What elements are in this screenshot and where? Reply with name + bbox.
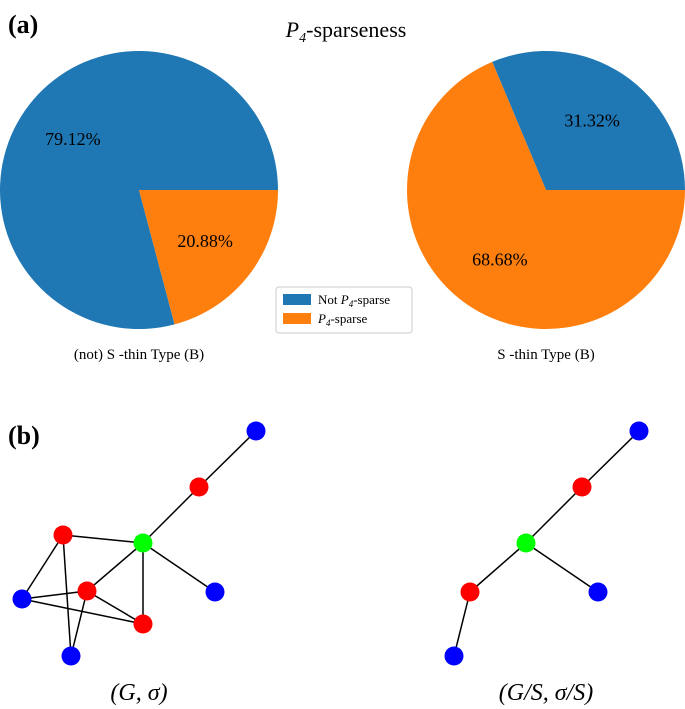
legend-sub: 4 (326, 318, 331, 328)
graph-node-red (189, 477, 209, 497)
graph-edge (469, 542, 527, 593)
panel-b-tag: (b) (8, 421, 40, 450)
graph-node-red (460, 582, 480, 602)
legend-swatch-sparse (283, 313, 311, 324)
graph-node-red (77, 581, 97, 601)
legend-p: P (340, 292, 349, 307)
graph-edge (21, 534, 64, 600)
graph-left (12, 421, 266, 666)
graph-node-green (133, 533, 153, 553)
pie-slice-not-sparse (492, 51, 685, 191)
legend-label-not-sparse: Not P4-sparse (318, 292, 390, 309)
graph-edge (86, 542, 144, 592)
title-suffix: -sparseness (306, 17, 406, 42)
graph-node-blue (444, 646, 464, 666)
pie-chart-right: 31.32% 68.68% (407, 51, 685, 330)
pie-slice-sparse (407, 61, 685, 330)
panel-a-title: P4-sparseness (285, 17, 407, 46)
graph-edge (525, 542, 599, 593)
graph-node-blue (588, 582, 608, 602)
graph-node-red (133, 614, 153, 634)
legend-swatch-not-sparse (283, 294, 311, 305)
pie-right-xlabel: S -thin Type (B) (497, 347, 594, 363)
legend-p: P (317, 311, 326, 326)
graph-edge (21, 590, 88, 600)
legend-label-sparse: P4-sparse (317, 311, 367, 328)
graph-node-green (516, 533, 536, 553)
graph-node-blue (12, 589, 32, 609)
graph-node-blue (61, 646, 81, 666)
graph-edge (62, 534, 72, 657)
graph-node-red (572, 477, 592, 497)
graph-edge (453, 591, 471, 657)
graph-node-red (53, 525, 73, 545)
legend-suffix: -sparse (353, 292, 390, 307)
pie-slice-label: 79.12% (45, 129, 101, 149)
pie-chart-left: 79.12% 20.88% (0, 51, 278, 329)
pie-slice-label: 68.68% (472, 249, 528, 269)
graph-edge (198, 430, 257, 488)
pie-slice-label: 20.88% (177, 231, 233, 251)
graph-right (444, 421, 649, 666)
graph-right-caption: (G/S, σ/S) (499, 680, 594, 706)
legend-suffix: -sparse (330, 311, 367, 326)
graph-edge (86, 590, 144, 625)
graph-node-blue (205, 582, 225, 602)
graph-edge (142, 486, 200, 544)
legend-not-prefix: Not (318, 292, 341, 307)
title-sub: 4 (299, 31, 306, 46)
graph-edge (62, 534, 144, 544)
pie-slice-not-sparse (0, 51, 278, 329)
pie-slice-sparse (139, 190, 278, 325)
title-p: P (285, 17, 299, 42)
pie-slice-label: 31.32% (564, 111, 620, 131)
graph-node-blue (629, 421, 649, 441)
graph-left-caption: (G, σ) (110, 680, 167, 706)
graph-edge (581, 430, 640, 488)
graph-edge (525, 486, 583, 544)
graph-edge (142, 542, 216, 593)
pie-left-xlabel: (not) S -thin Type (B) (74, 347, 204, 363)
graph-edge (70, 590, 88, 657)
panel-a-tag: (a) (8, 10, 38, 39)
legend-sub: 4 (349, 299, 354, 309)
legend: Not P4-sparse P4-sparse (275, 286, 413, 334)
graph-node-blue (246, 421, 266, 441)
